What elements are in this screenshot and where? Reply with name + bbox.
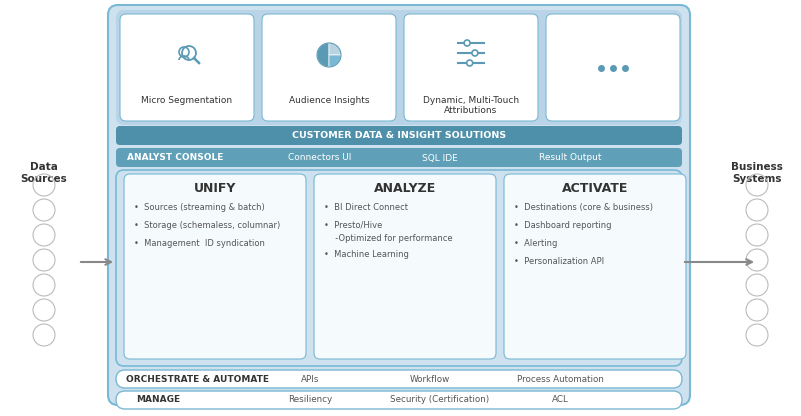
- Circle shape: [467, 60, 473, 66]
- Text: Business
Systems: Business Systems: [731, 162, 783, 183]
- Text: •  Management  ID syndication: • Management ID syndication: [134, 239, 265, 248]
- Text: Resiliency: Resiliency: [288, 396, 332, 404]
- FancyBboxPatch shape: [546, 14, 680, 121]
- Circle shape: [472, 50, 478, 56]
- Text: Process Automation: Process Automation: [517, 374, 603, 384]
- Wedge shape: [317, 43, 329, 67]
- FancyBboxPatch shape: [116, 126, 682, 145]
- Text: •  Destinations (core & business): • Destinations (core & business): [514, 203, 653, 212]
- Text: Micro Segmentation: Micro Segmentation: [142, 96, 232, 105]
- FancyBboxPatch shape: [314, 174, 496, 359]
- Text: Result Output: Result Output: [539, 154, 602, 163]
- Text: •  Storage (schemaless, columnar): • Storage (schemaless, columnar): [134, 221, 280, 230]
- Text: CUSTOMER DATA & INSIGHT SOLUTIONS: CUSTOMER DATA & INSIGHT SOLUTIONS: [292, 131, 506, 141]
- Text: Dynamic, Multi-Touch
Attributions: Dynamic, Multi-Touch Attributions: [423, 96, 519, 115]
- Text: Audience Insights: Audience Insights: [288, 96, 369, 105]
- FancyBboxPatch shape: [504, 174, 686, 359]
- FancyBboxPatch shape: [262, 14, 396, 121]
- Text: ORCHESTRATE & AUTOMATE: ORCHESTRATE & AUTOMATE: [126, 374, 268, 384]
- Text: •  Presto/Hive: • Presto/Hive: [324, 221, 382, 230]
- Text: ACTIVATE: ACTIVATE: [562, 181, 628, 195]
- FancyBboxPatch shape: [404, 14, 538, 121]
- Text: UNIFY: UNIFY: [194, 181, 236, 195]
- Text: •  Personalization API: • Personalization API: [514, 257, 604, 266]
- Text: •  Alerting: • Alerting: [514, 239, 557, 248]
- Text: -Optimized for performance: -Optimized for performance: [330, 234, 453, 243]
- Wedge shape: [329, 43, 341, 55]
- FancyBboxPatch shape: [116, 10, 682, 125]
- Wedge shape: [329, 55, 341, 67]
- Text: •  Sources (streaming & batch): • Sources (streaming & batch): [134, 203, 265, 212]
- Text: Workflow: Workflow: [410, 374, 450, 384]
- Circle shape: [464, 40, 470, 46]
- Text: •  BI Direct Connect: • BI Direct Connect: [324, 203, 408, 212]
- Text: •  Machine Learning: • Machine Learning: [324, 250, 409, 259]
- Text: ACL: ACL: [552, 396, 569, 404]
- FancyBboxPatch shape: [116, 391, 682, 409]
- Text: Security (Certification): Security (Certification): [390, 396, 489, 404]
- FancyBboxPatch shape: [108, 5, 690, 405]
- Text: Data
Sources: Data Sources: [21, 162, 67, 183]
- FancyBboxPatch shape: [120, 14, 254, 121]
- Text: ANALYST CONSOLE: ANALYST CONSOLE: [127, 154, 223, 163]
- Text: •  Dashboard reporting: • Dashboard reporting: [514, 221, 611, 230]
- Text: APIs: APIs: [301, 374, 319, 384]
- Text: SQL IDE: SQL IDE: [422, 154, 458, 163]
- FancyBboxPatch shape: [124, 174, 306, 359]
- Text: ANALYZE: ANALYZE: [374, 181, 436, 195]
- FancyBboxPatch shape: [116, 148, 682, 167]
- FancyBboxPatch shape: [116, 170, 682, 366]
- FancyBboxPatch shape: [116, 370, 682, 388]
- Text: Connectors UI: Connectors UI: [288, 154, 352, 163]
- Text: MANAGE: MANAGE: [136, 396, 180, 404]
